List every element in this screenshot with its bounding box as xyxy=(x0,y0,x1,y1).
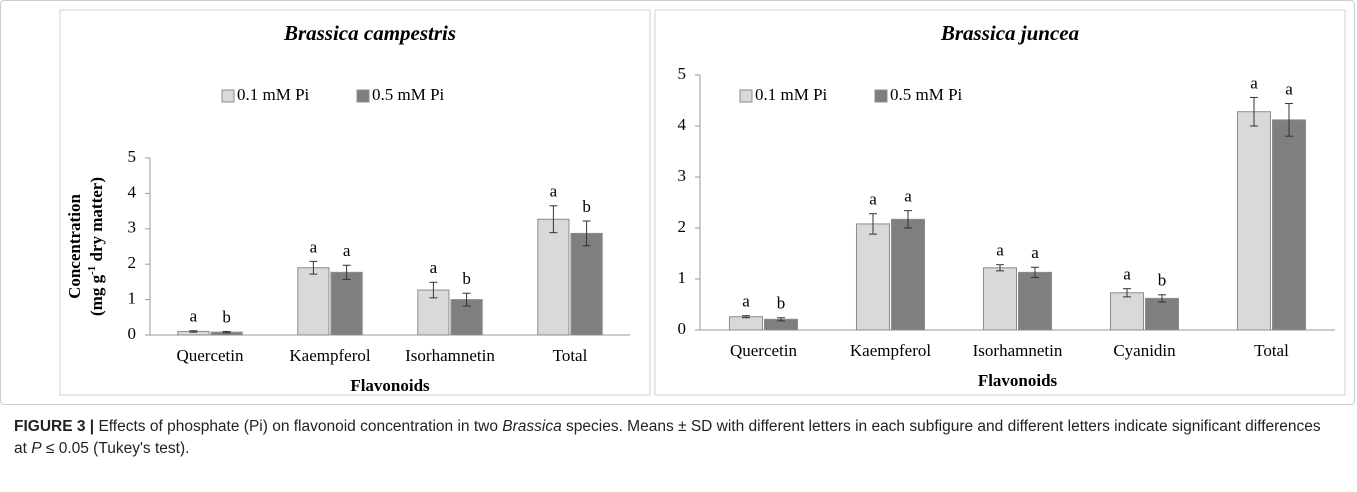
significance-letter: b xyxy=(462,269,471,288)
caption-italic: P xyxy=(31,440,42,457)
significance-letter: a xyxy=(904,187,912,206)
x-axis-title: Flavonoids xyxy=(350,376,430,395)
caption-text: species. Means ± SD with different lette… xyxy=(14,418,1321,457)
y-tick-label: 5 xyxy=(678,64,687,83)
x-tick-label: Kaempferol xyxy=(850,341,931,360)
significance-letter: a xyxy=(742,292,750,311)
y-tick-label: 1 xyxy=(128,289,137,308)
x-tick-label: Quercetin xyxy=(176,346,244,365)
y-tick-label: 4 xyxy=(128,182,137,201)
x-tick-label: Isorhamnetin xyxy=(405,346,495,365)
legend-label: 0.1 mM Pi xyxy=(755,85,828,104)
y-tick-label: 4 xyxy=(678,115,687,134)
significance-letter: b xyxy=(222,307,231,326)
x-tick-label: Total xyxy=(1254,341,1289,360)
y-tick-label: 5 xyxy=(128,147,137,166)
x-tick-label: Isorhamnetin xyxy=(973,341,1063,360)
y-tick-label: 3 xyxy=(128,218,137,237)
significance-letter: a xyxy=(430,258,438,277)
caption: FIGURE 3 | Effects of phosphate (Pi) on … xyxy=(14,416,1334,460)
legend-label: 0.1 mM Pi xyxy=(237,85,310,104)
y-axis-title: (mg g-1 dry matter) xyxy=(86,177,106,316)
caption-italic: Brassica xyxy=(502,418,562,435)
x-axis-title: Flavonoids xyxy=(978,371,1058,390)
bar xyxy=(1145,297,1180,331)
legend-label: 0.5 mM Pi xyxy=(890,85,963,104)
bar xyxy=(1018,271,1053,331)
bar xyxy=(1236,111,1271,331)
significance-letter: a xyxy=(1031,243,1039,262)
y-axis-title-part: (mg g xyxy=(87,274,106,316)
bar xyxy=(1109,292,1144,331)
x-tick-label: Total xyxy=(553,346,588,365)
significance-letter: a xyxy=(1250,73,1258,92)
bar xyxy=(728,316,763,331)
x-tick-label: Quercetin xyxy=(730,341,798,360)
significance-letter: b xyxy=(582,197,591,216)
bar xyxy=(330,271,363,336)
bar xyxy=(855,223,890,331)
legend-swatch xyxy=(874,89,888,103)
significance-letter: a xyxy=(190,307,198,326)
chart-title: Brassica campestris xyxy=(283,21,456,45)
significance-letter: b xyxy=(777,294,786,313)
bar xyxy=(891,218,926,331)
bar xyxy=(982,267,1017,331)
x-tick-label: Cyanidin xyxy=(1113,341,1176,360)
chart-border xyxy=(654,9,1346,396)
significance-letter: a xyxy=(343,241,351,260)
legend-swatch xyxy=(739,89,753,103)
significance-letter: a xyxy=(869,190,877,209)
figure-frame xyxy=(0,0,1355,405)
y-tick-label: 3 xyxy=(678,166,687,185)
y-tick-label: 0 xyxy=(678,319,687,338)
significance-letter: a xyxy=(550,182,558,201)
bar xyxy=(1272,119,1307,331)
y-tick-label: 0 xyxy=(128,324,137,343)
y-axis-title-part: dry matter) xyxy=(87,177,106,266)
legend-label: 0.5 mM Pi xyxy=(372,85,445,104)
significance-letter: a xyxy=(310,237,318,256)
figure: Brassica campestris 0 1 2 3 4 5 Quercetin a b Kaem… xyxy=(59,9,1346,396)
y-axis-title: Concentration xyxy=(65,194,84,299)
significance-letter: a xyxy=(1123,265,1131,284)
chart-title: Brassica juncea xyxy=(940,21,1079,45)
y-tick-label: 2 xyxy=(128,253,137,272)
chart-border xyxy=(59,9,651,396)
legend-swatch xyxy=(221,89,235,103)
legend-swatch xyxy=(356,89,370,103)
bar xyxy=(297,267,330,336)
significance-letter: a xyxy=(996,241,1004,260)
significance-letter: a xyxy=(1285,79,1293,98)
y-tick-label: 1 xyxy=(678,268,687,287)
y-tick-label: 2 xyxy=(678,217,687,236)
bar xyxy=(570,232,603,336)
y-axis-title-superscript: -1 xyxy=(86,266,98,275)
significance-letter: b xyxy=(1158,271,1167,290)
x-tick-label: Kaempferol xyxy=(289,346,370,365)
bar xyxy=(537,218,570,336)
caption-text: Effects of phosphate (Pi) on flavonoid c… xyxy=(94,418,503,435)
caption-label: FIGURE 3 | xyxy=(14,418,95,435)
caption-text: ≤ 0.05 (Tukey's test). xyxy=(41,440,190,457)
